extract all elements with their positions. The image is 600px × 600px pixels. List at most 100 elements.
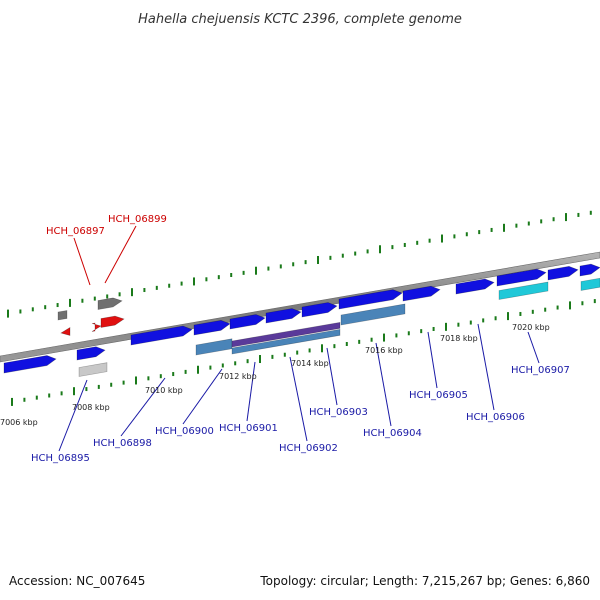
gene-label-protein: HCH_06902 [279, 443, 338, 454]
scale-tick [581, 301, 584, 306]
scale-tick [246, 359, 249, 364]
scale-tick [341, 253, 344, 258]
scale-tick [217, 275, 220, 280]
scale-tick [366, 249, 369, 254]
feature-band [195, 338, 233, 356]
pseudo-gene [97, 297, 123, 310]
feature-band [580, 277, 600, 291]
gene-arrow [455, 278, 495, 295]
scale-tick [197, 365, 199, 374]
leader-line [73, 237, 91, 286]
gene-arrow [547, 266, 579, 281]
gene-label-rna: HCH_06897 [46, 226, 105, 237]
scale-tick [304, 260, 307, 265]
scale-tick [416, 240, 419, 245]
scale-tick [221, 363, 224, 368]
gene-arrow [3, 355, 57, 374]
gene-label-protein: HCH_06903 [309, 407, 368, 418]
gene-label-protein: HCH_06907 [511, 365, 570, 376]
gene-arrow [579, 263, 600, 277]
scale-tick [93, 296, 96, 301]
scale-tick [31, 307, 34, 312]
scale-label: 7016 kbp [365, 346, 403, 355]
scale-tick [35, 395, 38, 400]
scale-tick [19, 309, 22, 314]
label-layer: 7006 kbp 7008 kbp 7010 kbp 7012 kbp 7014 kbp… [0, 214, 570, 464]
gene-label-protein: HCH_06898 [93, 438, 152, 449]
scale-label: 7014 kbp [291, 359, 329, 368]
label-leader-lines [58, 225, 540, 452]
scale-tick [81, 298, 84, 303]
scale-tick [441, 234, 443, 243]
leader-line [58, 379, 88, 452]
gene-label-protein: HCH_06906 [466, 412, 525, 423]
rna-gene [91, 322, 102, 332]
scale-tick [267, 266, 270, 271]
scale-tick [531, 309, 534, 314]
outer-tick-track [7, 210, 592, 318]
scale-tick [333, 344, 336, 349]
scale-tick [482, 318, 485, 323]
scale-tick [540, 219, 543, 224]
rna-gene [100, 315, 125, 328]
scale-tick [172, 372, 175, 377]
gene-label-protein: HCH_06895 [31, 453, 90, 464]
scale-tick [234, 361, 237, 366]
scale-tick [205, 277, 208, 282]
scale-tick [569, 301, 571, 310]
scale-tick [292, 262, 295, 267]
inner-tick-track [11, 299, 596, 406]
scale-tick [97, 384, 100, 389]
gene-arrow [76, 346, 106, 361]
gene-arrow [265, 308, 302, 324]
leader-line [104, 225, 137, 284]
feature-band [498, 281, 549, 300]
scale-tick [556, 305, 559, 310]
scale-tick [478, 230, 481, 235]
scale-tick [403, 242, 406, 247]
scale-tick [519, 311, 522, 316]
scale-tick [577, 212, 580, 217]
scale-tick [271, 354, 274, 359]
scale-tick [544, 307, 547, 312]
scale-tick [490, 227, 493, 232]
scale-tick [395, 333, 398, 338]
scale-tick [407, 331, 410, 336]
scale-tick [354, 251, 357, 256]
scale-tick [168, 283, 171, 288]
genome-summary-text: Topology: circular; Length: 7,215,267 bp… [260, 574, 590, 588]
gene-label-protein: HCH_06905 [409, 390, 468, 401]
gene-label-protein: HCH_06901 [219, 423, 278, 434]
gene-arrow [193, 320, 231, 336]
scale-tick [391, 245, 394, 250]
scale-tick [48, 393, 51, 398]
genome-backbone [0, 251, 600, 363]
scale-tick [135, 376, 137, 385]
gene-arrow [229, 314, 266, 330]
scale-tick [143, 288, 146, 293]
scale-tick [279, 264, 282, 269]
rna-gene [60, 326, 71, 336]
scale-tick [383, 333, 385, 342]
scale-tick [23, 397, 26, 402]
scale-tick [589, 210, 592, 215]
scale-tick [209, 365, 212, 370]
scale-tick [56, 303, 59, 308]
scale-tick [527, 221, 530, 226]
scale-tick [445, 322, 447, 331]
feature-band [231, 328, 341, 355]
map-title: Hahella chejuensis KCTC 2396, complete g… [138, 12, 462, 27]
scale-tick [494, 316, 497, 321]
scale-tick [296, 350, 299, 355]
scale-tick [308, 348, 311, 353]
scale-tick [131, 288, 133, 297]
scale-tick [465, 232, 468, 237]
leader-line [289, 356, 308, 442]
scale-label: 7018 kbp [440, 334, 478, 343]
gene-label-rna: HCH_06899 [108, 214, 167, 225]
scale-tick [122, 380, 125, 385]
scale-tick [147, 376, 150, 381]
scale-tick [60, 391, 63, 396]
